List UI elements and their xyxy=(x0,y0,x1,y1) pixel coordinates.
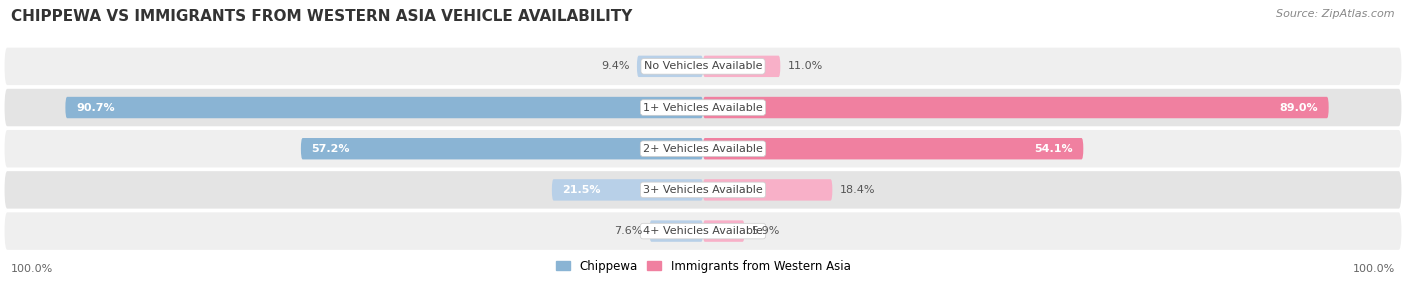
FancyBboxPatch shape xyxy=(301,138,703,159)
Text: 54.1%: 54.1% xyxy=(1035,144,1073,154)
FancyBboxPatch shape xyxy=(3,211,1403,251)
Text: 9.4%: 9.4% xyxy=(602,61,630,71)
Legend: Chippewa, Immigrants from Western Asia: Chippewa, Immigrants from Western Asia xyxy=(551,255,855,277)
FancyBboxPatch shape xyxy=(703,221,745,242)
FancyBboxPatch shape xyxy=(3,129,1403,168)
FancyBboxPatch shape xyxy=(551,179,703,200)
Text: 5.9%: 5.9% xyxy=(752,226,780,236)
FancyBboxPatch shape xyxy=(703,97,1329,118)
Text: 2+ Vehicles Available: 2+ Vehicles Available xyxy=(643,144,763,154)
Text: 7.6%: 7.6% xyxy=(614,226,643,236)
Text: 57.2%: 57.2% xyxy=(312,144,350,154)
FancyBboxPatch shape xyxy=(650,221,703,242)
FancyBboxPatch shape xyxy=(703,138,1084,159)
Text: 21.5%: 21.5% xyxy=(562,185,600,195)
FancyBboxPatch shape xyxy=(703,56,780,77)
FancyBboxPatch shape xyxy=(3,170,1403,210)
FancyBboxPatch shape xyxy=(3,88,1403,127)
FancyBboxPatch shape xyxy=(3,47,1403,86)
Text: 100.0%: 100.0% xyxy=(11,264,53,274)
Text: 100.0%: 100.0% xyxy=(1353,264,1395,274)
Text: No Vehicles Available: No Vehicles Available xyxy=(644,61,762,71)
Text: 1+ Vehicles Available: 1+ Vehicles Available xyxy=(643,103,763,112)
FancyBboxPatch shape xyxy=(65,97,703,118)
Text: 90.7%: 90.7% xyxy=(76,103,114,112)
Text: 3+ Vehicles Available: 3+ Vehicles Available xyxy=(643,185,763,195)
FancyBboxPatch shape xyxy=(637,56,703,77)
Text: 89.0%: 89.0% xyxy=(1279,103,1319,112)
FancyBboxPatch shape xyxy=(703,179,832,200)
Text: 11.0%: 11.0% xyxy=(787,61,823,71)
Text: 18.4%: 18.4% xyxy=(839,185,875,195)
Text: Source: ZipAtlas.com: Source: ZipAtlas.com xyxy=(1277,9,1395,19)
Text: 4+ Vehicles Available: 4+ Vehicles Available xyxy=(643,226,763,236)
Text: CHIPPEWA VS IMMIGRANTS FROM WESTERN ASIA VEHICLE AVAILABILITY: CHIPPEWA VS IMMIGRANTS FROM WESTERN ASIA… xyxy=(11,9,633,23)
